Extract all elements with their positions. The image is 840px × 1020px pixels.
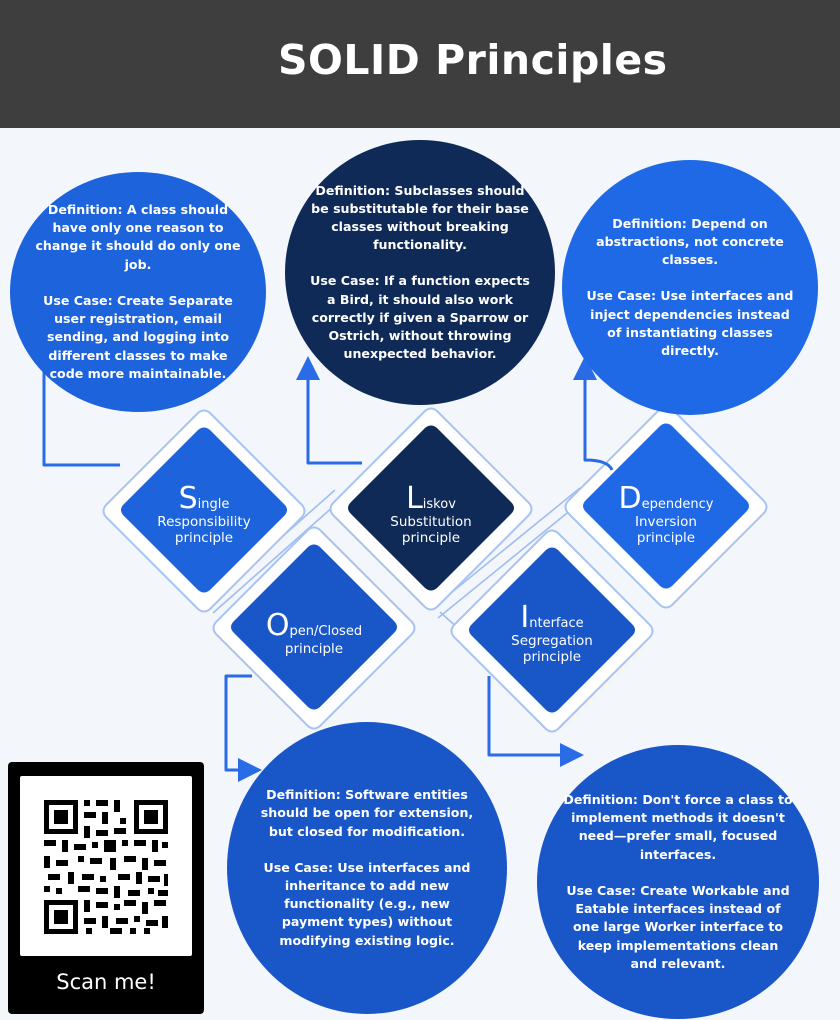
isp-initial: I xyxy=(520,600,530,635)
lsp-label-rest: iskov xyxy=(422,497,456,512)
dip-label-rest: ependency xyxy=(641,497,714,512)
dip-initial: D xyxy=(618,481,642,516)
dip-diamond xyxy=(583,423,749,589)
header-bar: SOLID Principles xyxy=(0,0,840,128)
lsp-label-line2: Substitution xyxy=(390,514,472,530)
ocp-initial: O xyxy=(265,608,290,643)
ocp-label-line2: principle xyxy=(284,641,344,657)
lsp-label: Liskov Substitution principle xyxy=(361,481,501,547)
ocp-label: Open/Closed principle xyxy=(244,608,384,658)
srp-initial: S xyxy=(178,481,198,516)
isp-definition-circle: Definition: Don't force a class to imple… xyxy=(537,745,819,1019)
dip-connector xyxy=(573,356,614,471)
qr-card[interactable]: Scan me! xyxy=(8,762,204,1014)
connectors xyxy=(32,332,614,782)
srp-diamond xyxy=(121,427,287,593)
isp-label-line3: principle xyxy=(522,649,582,665)
lsp-initial: L xyxy=(406,481,423,516)
lsp-definition: Definition: Subclasses should be substit… xyxy=(311,182,529,253)
dip-definition: Definition: Depend on abstractions, not … xyxy=(596,215,784,268)
isp-label: Interface Segregation principle xyxy=(482,600,622,666)
ocp-definition: Definition: Software entities should be … xyxy=(260,787,474,839)
isp-label-rest: nterface xyxy=(529,616,584,631)
dip-definition-circle: Definition: Depend on abstractions, not … xyxy=(562,160,818,415)
dip-label: Dependency Inversion principle xyxy=(596,481,736,547)
srp-label-rest: ingle xyxy=(197,497,230,512)
dip-label-line3: principle xyxy=(636,530,696,546)
lsp-definition-circle: Definition: Subclasses should be substit… xyxy=(285,140,555,405)
ocp-use-case: Use Case: Use interfaces and inheritance… xyxy=(263,859,471,948)
ocp-label-rest: pen/Closed xyxy=(289,624,363,639)
srp-label-line3: principle xyxy=(174,530,234,546)
page-title: SOLID Principles xyxy=(278,36,668,84)
lsp-diamond xyxy=(348,425,514,591)
dip-use-case: Use Case: Use interfaces and inject depe… xyxy=(586,288,794,358)
ocp-connector xyxy=(224,674,262,782)
diagram-canvas xyxy=(32,332,768,782)
lsp-use-case: Use Case: If a function expects a Bird, … xyxy=(310,273,530,362)
lsp-label-line3: principle xyxy=(401,530,461,546)
lsp-connector xyxy=(296,356,362,465)
srp-definition: Definition: A class should have only one… xyxy=(35,202,241,272)
ocp-definition-circle: Definition: Software entities should be … xyxy=(227,722,507,1014)
dip-label-line2: Inversion xyxy=(635,514,697,530)
srp-definition-circle: Definition: A class should have only one… xyxy=(10,172,266,412)
srp-use-case: Use Case: Create Separate user registrat… xyxy=(43,292,233,381)
isp-use-case: Use Case: Create Workable and Eatable in… xyxy=(566,882,790,971)
isp-diamond xyxy=(469,547,635,713)
isp-definition: Definition: Don't force a class to imple… xyxy=(563,792,793,862)
qr-caption: Scan me! xyxy=(56,970,156,994)
srp-label-line2: Responsibility xyxy=(157,514,251,530)
isp-connector xyxy=(487,676,584,767)
ocp-diamond xyxy=(231,544,397,710)
srp-connector xyxy=(32,332,120,467)
qr-code-area xyxy=(20,776,192,956)
isp-label-line2: Segregation xyxy=(511,633,593,649)
qr-code-icon xyxy=(44,800,168,934)
srp-label: Single Responsibility principle xyxy=(134,481,274,547)
